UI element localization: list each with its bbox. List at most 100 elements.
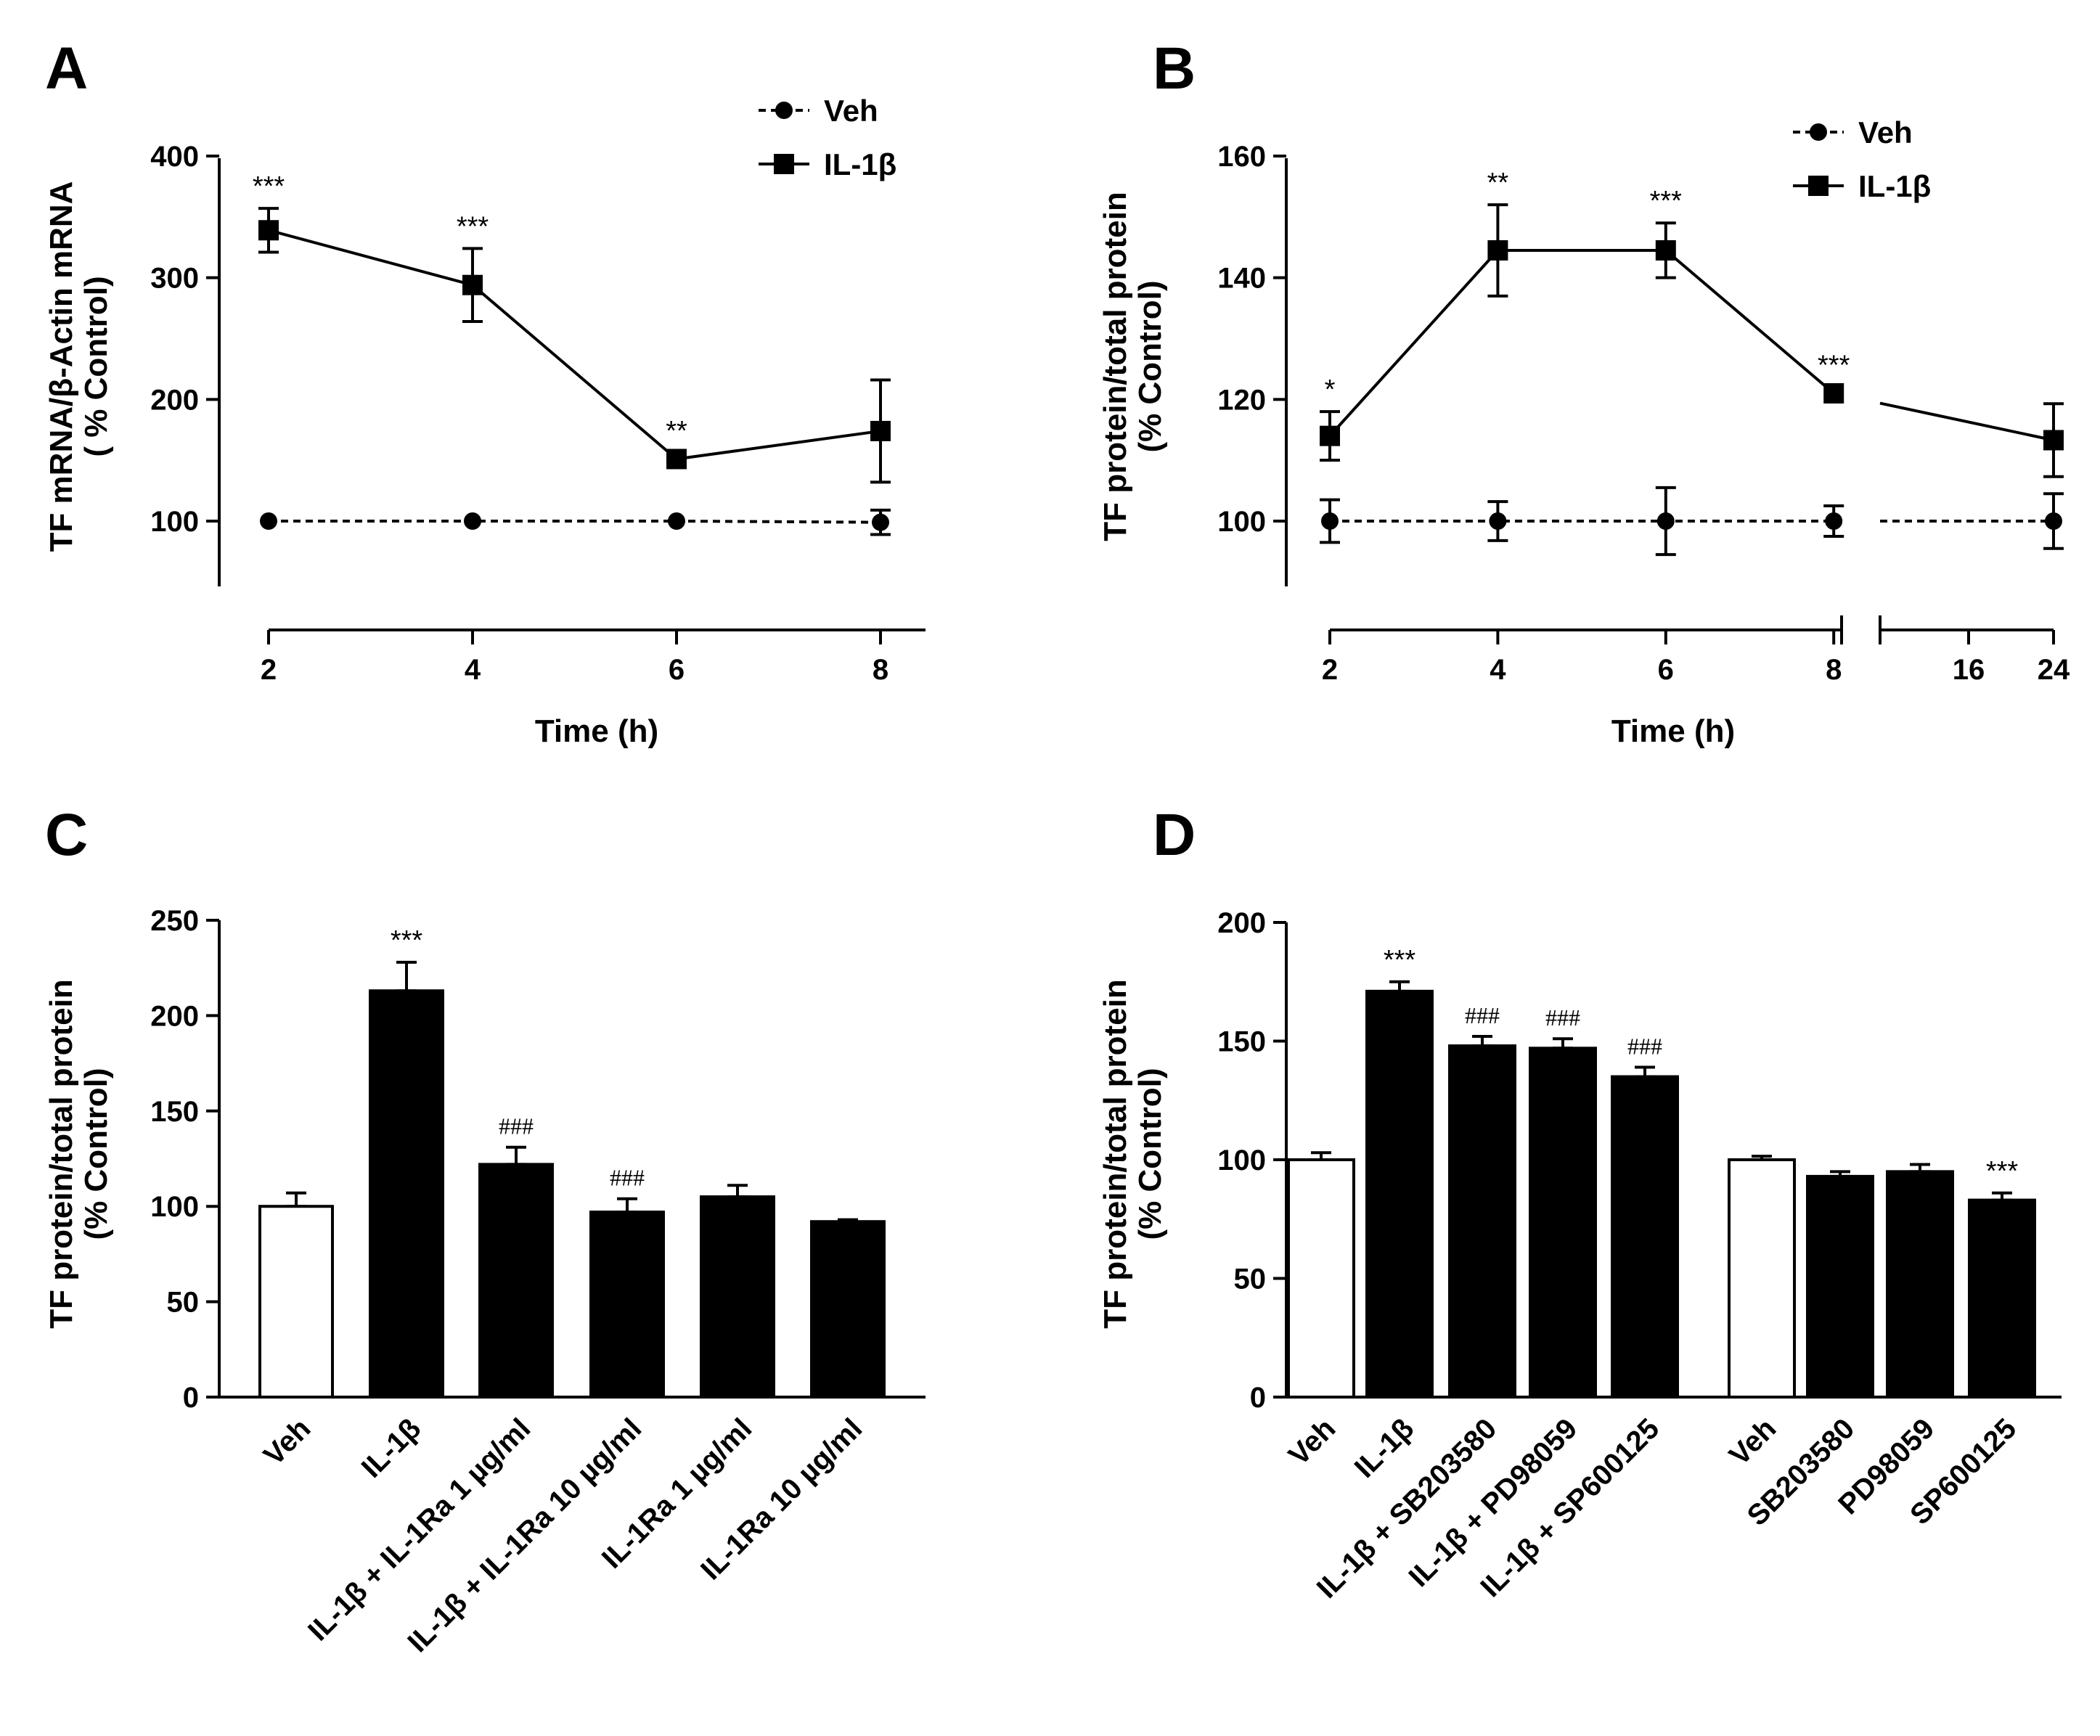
y-axis-label-line: ( % Control) — [78, 276, 114, 456]
data-point — [462, 274, 483, 295]
significance-label: *** — [253, 171, 285, 202]
y-tick-label: 100 — [150, 506, 199, 538]
panel-letter: D — [1153, 802, 1196, 868]
x-tick-label: 2 — [261, 654, 277, 686]
legend-item: Veh — [759, 94, 878, 128]
x-tick-label: 24 — [2038, 654, 2070, 686]
x-tick-label: 8 — [1826, 654, 1842, 686]
data-point — [1320, 425, 1340, 446]
panel-d: D 0 50 100 150 200 TF protein/total protein (% … — [1098, 802, 2062, 1605]
bar-group — [1968, 1191, 2036, 1399]
series-il1b — [258, 207, 891, 484]
data-point — [870, 420, 891, 441]
y-tick-label: 400 — [150, 141, 199, 173]
legend: Veh IL-1β — [759, 94, 896, 181]
y-axis-label-line: TF protein/total protein — [1098, 979, 1133, 1329]
y-tick-label: 100 — [1217, 506, 1266, 538]
x-tick-label: 8 — [873, 654, 888, 686]
series-veh — [260, 508, 891, 536]
legend-marker — [1808, 176, 1829, 196]
y-tick-label: 50 — [1234, 1264, 1267, 1295]
y-axis-label-line: (% Control) — [1132, 280, 1168, 452]
data-point — [464, 512, 481, 530]
data-point — [1825, 512, 1843, 530]
bar-group — [369, 960, 444, 1399]
legend-label: IL-1β — [1858, 169, 1931, 203]
y-tick-label: 200 — [150, 1000, 199, 1032]
series-il1b — [1320, 203, 2064, 478]
data-point — [2043, 430, 2064, 451]
legend-marker — [774, 154, 794, 174]
bar — [1287, 1158, 1355, 1399]
x-tick-label: 16 — [1953, 654, 1985, 686]
y-axis-label: TF protein/total protein (% Control) — [44, 979, 114, 1329]
bar — [1611, 1075, 1679, 1399]
bar-group — [1448, 1034, 1516, 1399]
y-tick-label: 100 — [1217, 1145, 1266, 1176]
data-point — [668, 512, 685, 530]
bar — [589, 1211, 665, 1399]
significance-label: ### — [610, 1165, 645, 1191]
bar-group — [1728, 1155, 1796, 1399]
y-tick-label: 100 — [150, 1191, 199, 1223]
data-point — [666, 449, 687, 470]
significance-label: *** — [1384, 945, 1416, 975]
bar — [369, 989, 444, 1399]
data-point — [1489, 512, 1507, 530]
series-veh — [1320, 486, 2064, 557]
bar — [810, 1220, 886, 1399]
legend-label: Veh — [1858, 115, 1913, 150]
series-line — [1328, 248, 1835, 437]
panel-letter: B — [1153, 36, 1196, 102]
bar-group — [1287, 1151, 1355, 1399]
significance-label: *** — [457, 211, 489, 242]
significance-label: ### — [1627, 1033, 1662, 1059]
bar-group — [1611, 1065, 1679, 1399]
significance-label: ### — [1465, 1002, 1500, 1028]
y-tick-label: 300 — [150, 263, 199, 295]
series-line — [1879, 401, 2054, 442]
y-tick-label: 120 — [1217, 384, 1266, 416]
legend-item: IL-1β — [1793, 169, 1931, 203]
bar-group — [1365, 980, 1434, 1399]
significance-label: *** — [1650, 186, 1683, 216]
data-point — [872, 513, 889, 531]
bar-group — [1806, 1170, 1874, 1399]
bar — [1448, 1044, 1516, 1399]
legend-label: Veh — [824, 94, 878, 128]
y-axis-label: TF mRNA/β-Actin mRNA( % Control) — [44, 181, 114, 552]
x-tick-label: 2 — [1322, 654, 1338, 686]
x-axis-label: Time (h) — [1611, 713, 1735, 749]
bar — [1529, 1047, 1597, 1399]
significance-label: ** — [666, 416, 687, 446]
bar — [700, 1195, 775, 1399]
y-axis-label-line: TF mRNA/β-Actin mRNA — [44, 181, 79, 552]
legend-item: IL-1β — [759, 147, 896, 181]
bar-group — [700, 1184, 775, 1399]
y-tick-label: 50 — [167, 1287, 200, 1319]
bar-group — [810, 1218, 886, 1399]
data-point — [260, 512, 277, 530]
bar-group — [589, 1197, 665, 1399]
data-point — [258, 220, 279, 241]
significance-label: ### — [499, 1113, 534, 1139]
y-axis-label-line: TF protein/total protein — [1098, 192, 1133, 541]
significance-label: ### — [1545, 1004, 1580, 1031]
y-axis-label-line: (% Control) — [78, 1068, 114, 1240]
legend-item: Veh — [1793, 115, 1913, 150]
y-axis-label: TF protein/total protein (% Control) — [1098, 192, 1168, 541]
y-tick-label: 150 — [150, 1096, 199, 1128]
series-line — [268, 229, 881, 461]
bar — [1365, 989, 1434, 1399]
bar — [1728, 1158, 1796, 1399]
y-tick-label: 140 — [1217, 263, 1266, 295]
y-tick-label: 150 — [1217, 1026, 1266, 1058]
data-point — [2045, 512, 2062, 530]
y-tick-label: 0 — [183, 1382, 199, 1414]
y-tick-label: 160 — [1217, 141, 1266, 173]
bar — [258, 1205, 334, 1399]
bar — [1886, 1170, 1954, 1399]
x-tick-label: 4 — [465, 654, 481, 686]
